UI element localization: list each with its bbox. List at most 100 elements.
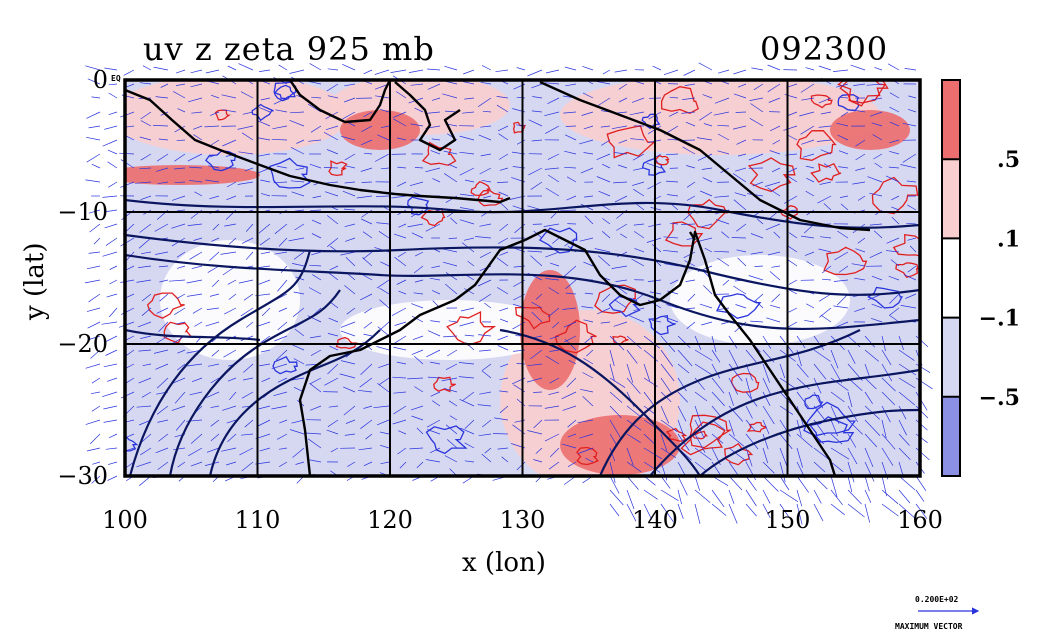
wind-vector bbox=[915, 405, 929, 419]
wind-vector bbox=[872, 134, 883, 141]
wind-vector bbox=[804, 319, 815, 323]
wind-vector bbox=[563, 335, 577, 343]
wind-vector bbox=[222, 109, 237, 113]
wind-vector bbox=[548, 391, 560, 396]
wind-vector bbox=[363, 461, 373, 467]
wind-vector bbox=[543, 223, 560, 227]
wind-vector bbox=[836, 293, 849, 306]
wind-vector bbox=[311, 219, 322, 225]
wind-vector bbox=[813, 447, 830, 460]
wind-vector bbox=[325, 125, 339, 131]
wind-vector bbox=[602, 231, 611, 239]
wind-vector bbox=[279, 419, 288, 424]
zeta-contour bbox=[146, 292, 185, 319]
wind-vector bbox=[494, 417, 509, 421]
wind-vector bbox=[881, 433, 896, 450]
wind-vector bbox=[378, 231, 390, 239]
wind-vector bbox=[273, 391, 288, 397]
wind-vector bbox=[597, 307, 611, 315]
zeta-contour bbox=[680, 421, 726, 456]
wind-vector bbox=[771, 265, 781, 268]
wind-vector bbox=[498, 133, 509, 141]
wind-vector bbox=[309, 459, 322, 463]
wind-vector bbox=[431, 97, 441, 101]
wind-vector bbox=[626, 503, 637, 522]
wind-vector bbox=[105, 237, 118, 246]
wind-vector bbox=[535, 293, 543, 300]
wind-vector bbox=[805, 165, 815, 169]
wind-vector bbox=[881, 349, 892, 366]
wind-vector bbox=[362, 251, 373, 260]
wind-vector bbox=[311, 96, 322, 99]
wind-vector bbox=[667, 290, 679, 295]
wind-vector bbox=[341, 136, 356, 141]
wind-vector bbox=[764, 181, 781, 187]
wind-vector bbox=[358, 447, 373, 451]
wind-vector bbox=[615, 279, 628, 282]
wind-vector bbox=[796, 475, 809, 493]
wind-vector bbox=[694, 475, 701, 491]
wind-vector bbox=[583, 335, 594, 345]
wind-vector bbox=[837, 230, 849, 239]
wind-vector bbox=[779, 447, 788, 466]
y-axis-label: y (lat) bbox=[20, 242, 50, 320]
wind-vector bbox=[737, 153, 747, 157]
wind-vector bbox=[686, 165, 696, 169]
wind-vector bbox=[261, 193, 271, 197]
wind-vector bbox=[851, 263, 866, 267]
wind-vector bbox=[677, 419, 684, 436]
wind-vector bbox=[643, 503, 653, 520]
wind-vector bbox=[244, 167, 254, 172]
wind-vector bbox=[498, 125, 509, 132]
wind-vector bbox=[344, 223, 356, 228]
zeta-contour bbox=[747, 157, 796, 193]
wind-vector bbox=[767, 64, 781, 71]
wind-vector bbox=[698, 62, 713, 71]
wind-vector bbox=[516, 96, 526, 99]
wind-vector bbox=[813, 377, 822, 394]
wind-vector bbox=[762, 363, 770, 383]
wind-vector bbox=[360, 363, 373, 376]
wind-vector bbox=[629, 111, 645, 116]
wind-vector bbox=[585, 457, 594, 463]
wind-vector bbox=[408, 69, 424, 73]
wind-vector bbox=[392, 376, 407, 379]
wind-vector bbox=[227, 377, 237, 382]
wind-vector bbox=[345, 257, 356, 267]
wind-vector bbox=[701, 321, 713, 326]
wind-vector bbox=[175, 69, 186, 74]
wind-vector bbox=[805, 190, 815, 197]
wind-vector bbox=[754, 265, 764, 267]
wind-vector bbox=[91, 377, 101, 384]
wind-vector bbox=[241, 237, 254, 244]
wind-vector bbox=[462, 111, 475, 114]
wind-vector bbox=[460, 307, 475, 312]
wind-vector bbox=[159, 279, 169, 283]
wind-vector bbox=[857, 237, 866, 244]
wind-vector bbox=[407, 377, 424, 380]
wind-vector bbox=[864, 461, 875, 482]
wind-vector bbox=[643, 461, 661, 473]
wind-vector bbox=[745, 433, 759, 450]
wind-vector bbox=[478, 349, 492, 352]
wind-vector bbox=[762, 405, 775, 425]
wind-vector bbox=[481, 65, 492, 71]
wind-vector bbox=[206, 391, 220, 398]
wind-vector bbox=[631, 181, 645, 186]
wind-vector bbox=[120, 111, 135, 118]
wind-vector bbox=[108, 83, 118, 86]
wind-vector bbox=[602, 163, 611, 169]
wind-vector bbox=[694, 405, 703, 427]
wind-vector bbox=[779, 419, 791, 437]
wind-vector bbox=[646, 162, 662, 169]
wind-vector bbox=[140, 447, 152, 456]
wind-vector bbox=[292, 447, 305, 458]
wind-vector bbox=[548, 461, 560, 470]
wind-vector bbox=[806, 303, 815, 309]
wind-vector bbox=[728, 433, 745, 447]
wind-vector bbox=[153, 125, 169, 127]
zeta-contour bbox=[538, 227, 578, 254]
wind-vector bbox=[694, 377, 705, 391]
wind-vector bbox=[207, 265, 220, 273]
